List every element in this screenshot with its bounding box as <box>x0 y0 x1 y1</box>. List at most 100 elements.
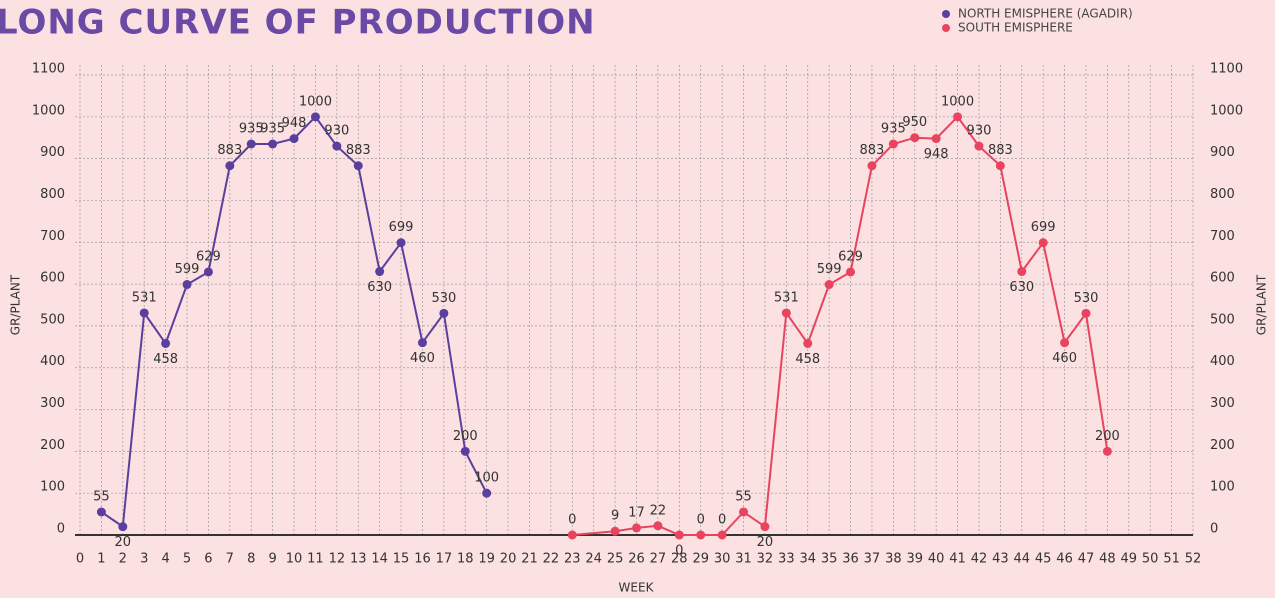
x-tick-label: 52 <box>1185 552 1202 567</box>
y-axis-label: GR/PLANT <box>9 274 23 335</box>
y-tick-label: 600 <box>40 271 65 286</box>
x-tick-label: 39 <box>906 552 923 567</box>
y2-tick-label: 1100 <box>1210 62 1243 77</box>
y2-tick-label: 600 <box>1210 271 1235 286</box>
legend-marker <box>942 10 950 18</box>
x-tick-label: 31 <box>735 552 752 567</box>
data-point <box>781 308 791 318</box>
x-tick-label: 42 <box>971 552 988 567</box>
data-point <box>567 530 577 540</box>
data-point <box>717 530 727 540</box>
y-tick-label: 900 <box>40 145 65 160</box>
data-point <box>182 280 192 290</box>
data-point <box>1060 338 1070 348</box>
data-label: 0 <box>675 544 683 559</box>
data-point <box>353 161 363 171</box>
data-point <box>760 522 770 532</box>
y-tick-label: 100 <box>40 480 65 495</box>
y2-tick-label: 900 <box>1210 145 1235 160</box>
data-label: 460 <box>410 351 435 366</box>
data-point <box>161 338 171 348</box>
x-tick-label: 19 <box>478 552 495 567</box>
data-label: 935 <box>239 122 264 137</box>
x-tick-label: 34 <box>799 552 816 567</box>
data-point <box>417 338 427 348</box>
x-tick-label: 43 <box>992 552 1009 567</box>
x-tick-label: 7 <box>226 552 234 567</box>
data-point <box>1038 238 1048 248</box>
data-label: 0 <box>568 513 576 528</box>
data-point <box>139 308 149 318</box>
x-tick-label: 32 <box>757 552 774 567</box>
data-label: 531 <box>774 290 799 305</box>
y-tick-label: 400 <box>40 354 65 369</box>
y2-tick-label: 800 <box>1210 187 1235 202</box>
data-label: 530 <box>1074 291 1099 306</box>
x-tick-label: 10 <box>286 552 303 567</box>
x-tick-label: 38 <box>885 552 902 567</box>
x-tick-label: 8 <box>247 552 255 567</box>
data-label: 948 <box>924 147 949 162</box>
data-label: 200 <box>1095 429 1120 444</box>
x-tick-label: 47 <box>1078 552 1095 567</box>
data-label: 948 <box>282 116 307 131</box>
data-point <box>953 112 963 122</box>
data-point <box>118 522 128 532</box>
data-label: 100 <box>474 471 499 486</box>
data-label: 0 <box>718 513 726 528</box>
data-label: 599 <box>817 262 842 277</box>
y2-axis-label: GR/PLANT <box>1255 274 1269 335</box>
x-tick-label: 17 <box>436 552 453 567</box>
data-label: 883 <box>860 143 885 158</box>
data-point <box>1017 267 1027 277</box>
data-point <box>888 139 898 149</box>
data-point <box>268 139 278 149</box>
data-label: 883 <box>988 143 1013 158</box>
x-tick-label: 18 <box>457 552 474 567</box>
x-tick-label: 26 <box>628 552 645 567</box>
x-tick-label: 51 <box>1163 552 1180 567</box>
x-tick-label: 23 <box>564 552 581 567</box>
data-point <box>289 134 299 144</box>
data-label: 458 <box>153 352 178 367</box>
data-label: 950 <box>902 115 927 130</box>
data-point <box>375 267 385 277</box>
y2-tick-label: 1000 <box>1210 103 1243 118</box>
x-tick-label: 1 <box>97 552 105 567</box>
data-label: 1000 <box>299 94 332 109</box>
x-tick-label: 41 <box>949 552 966 567</box>
legend-label: SOUTH EMISPHERE <box>958 21 1073 35</box>
y2-tick-label: 100 <box>1210 480 1235 495</box>
data-label: 55 <box>735 490 752 505</box>
data-point <box>931 134 941 144</box>
data-label: 630 <box>1009 280 1034 295</box>
x-tick-label: 13 <box>350 552 367 567</box>
data-point <box>974 141 984 151</box>
x-tick-label: 3 <box>140 552 148 567</box>
x-tick-label: 33 <box>778 552 795 567</box>
chart-title: LONG CURVE OF PRODUCTION <box>0 3 596 43</box>
y-tick-label: 300 <box>40 396 65 411</box>
data-point <box>867 161 877 171</box>
data-label: 883 <box>217 143 242 158</box>
data-label: 22 <box>650 503 667 518</box>
data-label: 629 <box>196 249 221 264</box>
y2-tick-label: 200 <box>1210 438 1235 453</box>
data-label: 699 <box>1031 220 1056 235</box>
data-point <box>396 238 406 248</box>
data-point <box>803 338 813 348</box>
data-label: 530 <box>431 291 456 306</box>
x-tick-label: 5 <box>183 552 191 567</box>
data-point <box>674 530 684 540</box>
data-point <box>696 530 706 540</box>
data-point <box>96 507 106 517</box>
x-tick-label: 25 <box>607 552 624 567</box>
legend-label: NORTH EMISPHERE (AGADIR) <box>958 7 1133 21</box>
x-tick-label: 40 <box>928 552 945 567</box>
data-point <box>610 526 620 536</box>
data-label: 629 <box>838 249 863 264</box>
x-tick-label: 28 <box>671 552 688 567</box>
y-tick-label: 800 <box>40 187 65 202</box>
y2-tick-label: 500 <box>1210 312 1235 327</box>
